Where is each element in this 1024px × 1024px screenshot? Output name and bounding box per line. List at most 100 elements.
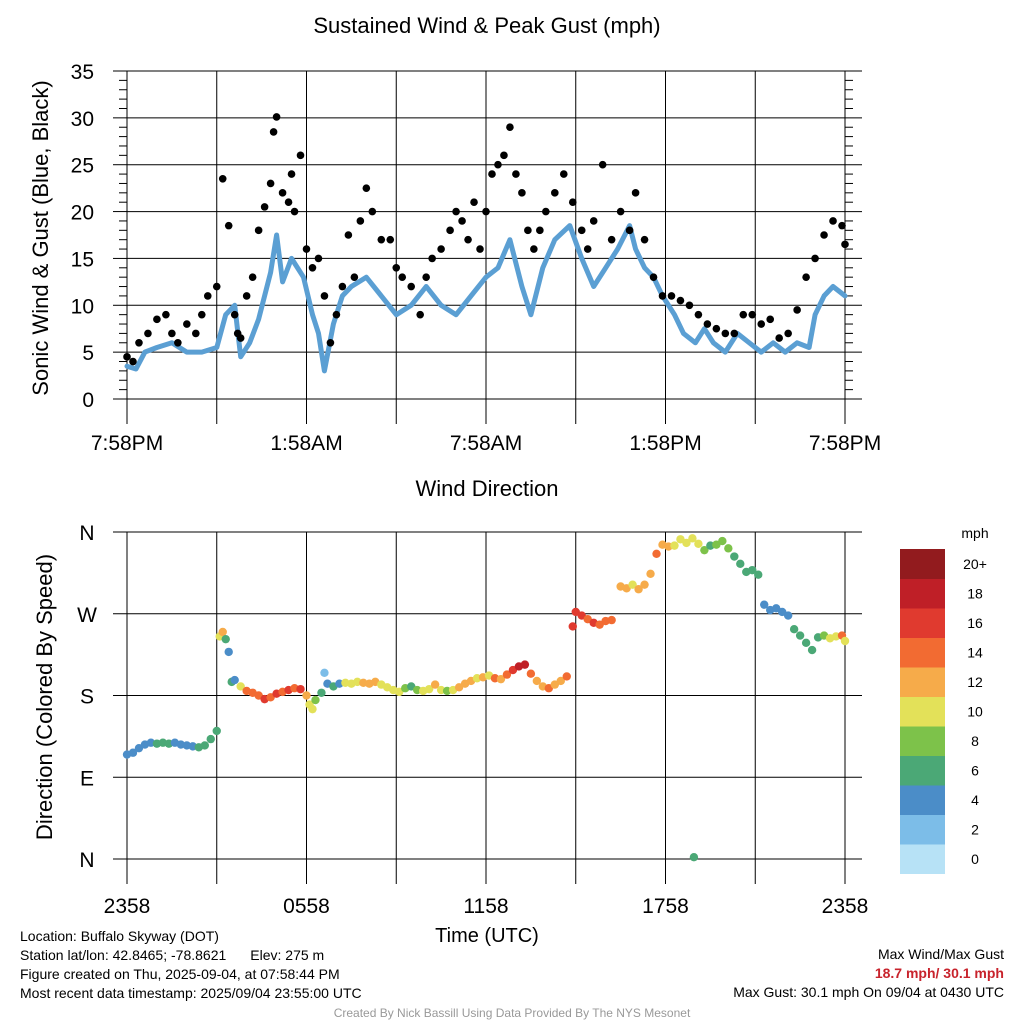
gust-point [230, 310, 239, 319]
gust-point [284, 198, 293, 206]
direction-point [607, 615, 616, 625]
legend-label: 4 [971, 792, 979, 808]
direction-point [754, 570, 763, 579]
gust-point [320, 292, 329, 300]
gust-point [559, 170, 568, 178]
gust-point [144, 329, 152, 338]
legend-label: 18 [967, 585, 983, 601]
gust-point [802, 273, 810, 281]
gust-point [500, 151, 508, 160]
latlon-line: Station lat/lon: 42.8465; -78.8621 Elev: … [20, 946, 362, 965]
gust-point [326, 338, 335, 347]
legend-label: 16 [967, 615, 983, 631]
direction-point [128, 748, 138, 757]
direction-point [801, 638, 811, 648]
legend-label: 20+ [963, 556, 987, 572]
gust-point [332, 310, 341, 319]
gust-point [542, 207, 550, 216]
gust-point [135, 338, 143, 347]
direction-point [670, 541, 679, 550]
direction-point [224, 647, 233, 657]
speed-plot: 0 5 10 15 20 25 30 35 7:58PM 1:58AM 7:58AM 1:58PM 7:… [71, 61, 882, 455]
direction-point [700, 545, 709, 555]
gust-point [625, 226, 634, 235]
gust-point [494, 160, 502, 169]
direction-plot: N E S W N 2358 0558 1158 1758 2358 [77, 522, 868, 918]
gust-point [308, 264, 317, 272]
gust-point [838, 221, 846, 230]
gust-point [437, 245, 445, 253]
gust-point [667, 292, 676, 300]
direction-xtick-label: 0558 [283, 895, 330, 918]
speed-chart-title: Sustained Wind & Peak Gust (mph) [313, 13, 660, 38]
gust-point [640, 235, 649, 244]
direction-point [556, 676, 565, 686]
gust-point [676, 296, 685, 305]
speed-xtick-label: 7:58AM [450, 432, 522, 455]
gust-point [757, 320, 766, 328]
direction-point [807, 645, 817, 655]
direction-point [724, 544, 733, 553]
direction-point [562, 672, 571, 681]
gust-point [260, 203, 269, 211]
direction-point [652, 549, 661, 558]
gust-point [446, 226, 454, 235]
direction-point [206, 734, 215, 744]
direction-point [568, 622, 577, 631]
legend-swatch [900, 755, 945, 786]
legend-unit: mph [961, 525, 988, 541]
gust-point [386, 235, 395, 244]
direction-point [628, 580, 637, 589]
gust-point [721, 329, 730, 338]
direction-point [230, 675, 239, 685]
speed-ytick-label: 30 [71, 108, 94, 131]
gust-point [153, 315, 161, 324]
direction-point [317, 688, 326, 697]
direction-ytick-label: W [77, 604, 97, 627]
speed-ytick-label: 20 [71, 202, 94, 225]
gust-point [811, 254, 819, 263]
gust-point [224, 221, 233, 230]
gust-point [841, 240, 849, 249]
direction-ytick-label: S [80, 686, 94, 709]
gust-point [174, 338, 182, 347]
recent-data-text: Most recent data timestamp: 2025/09/04 2… [20, 985, 362, 1001]
speed-ytick-label: 5 [82, 342, 94, 365]
direction-point [694, 539, 703, 549]
gust-point [162, 310, 170, 319]
direction-chart-ylabel: Direction (Colored By Speed) [32, 554, 57, 840]
direction-ytick-label: E [80, 767, 94, 790]
gust-point [123, 353, 131, 361]
direction-point [718, 536, 727, 546]
direction-point [212, 726, 221, 736]
gust-point [129, 357, 137, 366]
legend-swatch [900, 785, 945, 815]
direction-point [789, 624, 799, 634]
max-gust-text: Max Gust: 30.1 mph On 09/04 at 0430 UTC [733, 984, 1004, 1000]
gust-point [248, 273, 257, 281]
gust-point [269, 128, 278, 136]
gust-point [452, 207, 460, 216]
legend-label: 12 [967, 674, 983, 690]
direction-point [302, 691, 311, 700]
gust-point [197, 310, 206, 319]
sustained-wind-line [124, 223, 848, 374]
gust-point [464, 235, 472, 244]
gust-point [344, 231, 353, 239]
gust-point [616, 207, 625, 216]
direction-ytick-label: N [79, 849, 94, 872]
direction-point [221, 634, 230, 644]
gust-point [302, 245, 311, 253]
legend-label: 0 [971, 851, 979, 867]
legend-swatch [900, 696, 945, 727]
gust-point [577, 226, 586, 235]
direction-xtick-label: 2358 [104, 895, 151, 918]
gust-point [482, 207, 490, 216]
direction-point [640, 580, 649, 589]
direction-point [688, 534, 697, 543]
elevation-text: Elev: 275 m [250, 947, 325, 963]
gust-point [536, 226, 544, 235]
speed-xtick-label: 7:58PM [91, 432, 163, 455]
direction-point [296, 684, 305, 694]
